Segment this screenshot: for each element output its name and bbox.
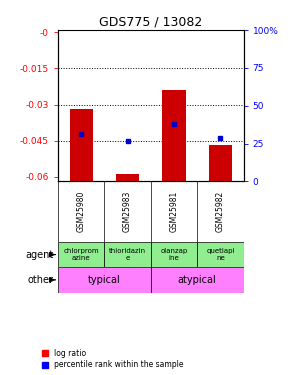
- Text: other: other: [27, 275, 53, 285]
- Bar: [116, 174, 139, 182]
- Text: atypical: atypical: [178, 275, 217, 285]
- Text: typical: typical: [88, 275, 121, 285]
- Text: GSM25980: GSM25980: [77, 191, 86, 232]
- Bar: [58, 242, 104, 267]
- Text: GSM25981: GSM25981: [169, 191, 179, 232]
- Bar: [151, 267, 244, 292]
- Text: thioridazin
e: thioridazin e: [109, 248, 146, 261]
- Bar: [58, 267, 151, 292]
- Text: quetiapi
ne: quetiapi ne: [206, 248, 235, 261]
- Bar: [70, 110, 93, 182]
- Legend: log ratio, percentile rank within the sample: log ratio, percentile rank within the sa…: [41, 349, 183, 369]
- Bar: [104, 242, 151, 267]
- Text: GSM25983: GSM25983: [123, 191, 132, 232]
- Title: GDS775 / 13082: GDS775 / 13082: [99, 16, 202, 29]
- Bar: [209, 146, 232, 182]
- Text: chlorprom
azine: chlorprom azine: [64, 248, 99, 261]
- Bar: [162, 90, 186, 182]
- Text: olanzap
ine: olanzap ine: [160, 248, 188, 261]
- Bar: [197, 242, 244, 267]
- Bar: [151, 242, 197, 267]
- Text: GSM25982: GSM25982: [216, 191, 225, 232]
- Text: agent: agent: [25, 250, 53, 259]
